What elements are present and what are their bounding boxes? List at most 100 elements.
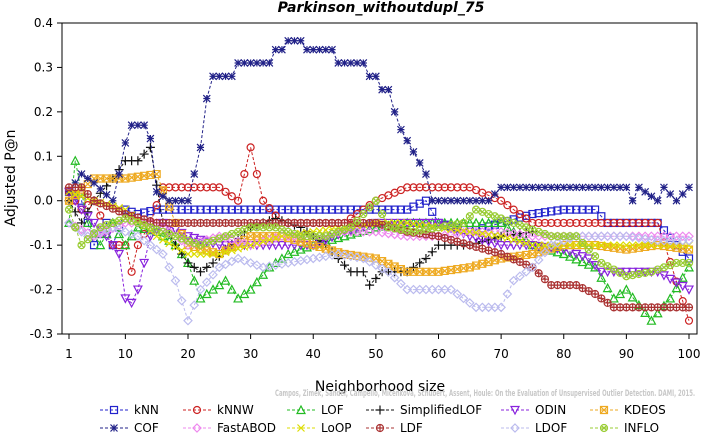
data-point	[459, 218, 468, 228]
data-point	[165, 196, 174, 205]
data-point	[408, 262, 418, 272]
data-point	[408, 218, 419, 229]
data-point	[214, 262, 225, 273]
data-point	[496, 302, 506, 313]
data-point	[215, 234, 224, 243]
data-point	[89, 196, 99, 205]
data-point	[239, 288, 250, 299]
data-point	[559, 205, 568, 214]
data-point	[77, 241, 86, 250]
data-point	[271, 45, 280, 54]
data-point	[622, 241, 631, 250]
data-point	[227, 205, 236, 214]
data-point	[259, 196, 268, 205]
data-point	[503, 252, 512, 261]
data-point	[278, 232, 286, 241]
data-point	[246, 59, 255, 67]
data-point	[396, 205, 406, 214]
data-point	[522, 214, 531, 223]
data-point	[566, 183, 574, 192]
data-point	[164, 262, 175, 273]
data-point	[358, 267, 368, 277]
data-point	[553, 218, 562, 228]
data-point	[684, 316, 694, 325]
data-point	[202, 205, 211, 214]
data-point	[227, 192, 236, 201]
data-point	[547, 183, 556, 192]
legend-marker	[109, 405, 119, 415]
data-point	[603, 262, 612, 271]
legend-marker	[510, 423, 520, 433]
data-point	[309, 205, 318, 214]
data-point	[415, 183, 424, 192]
data-point	[603, 241, 612, 250]
data-point	[540, 208, 550, 217]
data-point	[220, 275, 231, 285]
data-point	[583, 259, 594, 269]
data-point	[515, 183, 524, 192]
data-point	[171, 183, 180, 192]
data-point	[591, 183, 599, 192]
data-point	[483, 302, 494, 313]
data-point	[114, 249, 125, 260]
data-point	[540, 275, 550, 284]
data-point	[515, 271, 525, 282]
data-point	[108, 204, 117, 213]
data-point	[459, 183, 468, 192]
data-point	[490, 212, 499, 221]
data-point	[132, 222, 143, 232]
data-point	[446, 235, 456, 244]
data-point	[177, 234, 186, 243]
data-point	[478, 196, 487, 205]
data-point	[146, 134, 155, 143]
data-point	[82, 212, 93, 222]
data-point	[171, 242, 180, 251]
legend-label: FastABOD	[217, 421, 276, 434]
legend-item-ldof: LDOF	[501, 421, 567, 434]
legend-label: LDOF	[535, 421, 567, 434]
data-point	[227, 246, 236, 255]
data-point	[685, 183, 693, 192]
data-point	[671, 282, 682, 293]
data-point	[597, 241, 606, 250]
data-point	[615, 231, 625, 242]
data-point	[152, 180, 162, 190]
data-point	[183, 236, 193, 245]
data-point	[597, 258, 606, 268]
data-point	[616, 268, 625, 277]
x-axis-label: Neighborhood size	[315, 379, 445, 395]
data-point	[627, 292, 638, 302]
x-tick-label: 70	[493, 347, 508, 361]
data-point	[190, 238, 199, 248]
data-point	[415, 220, 424, 229]
data-point	[503, 216, 512, 225]
data-point	[584, 286, 593, 296]
chart-title: Parkinson_withoutdupl_75	[278, 0, 485, 16]
data-point	[627, 231, 638, 242]
data-point	[127, 267, 136, 276]
data-point	[108, 196, 117, 205]
data-point	[540, 247, 550, 258]
data-point	[553, 206, 562, 215]
data-point	[76, 226, 87, 237]
data-point	[333, 232, 344, 243]
data-point	[634, 218, 643, 228]
data-point	[602, 267, 613, 278]
data-point	[371, 72, 380, 81]
data-point	[215, 205, 224, 214]
data-point	[201, 288, 212, 299]
legend-item-knn: kNN	[100, 403, 159, 417]
data-point	[90, 179, 98, 187]
data-point	[83, 235, 92, 244]
data-point	[96, 199, 105, 208]
legend-item-fastabod: FastABOD	[183, 421, 276, 434]
data-point	[233, 293, 244, 303]
data-point	[497, 183, 506, 192]
data-point	[484, 246, 493, 255]
data-point	[83, 189, 92, 199]
series-layer	[64, 36, 694, 326]
data-point	[378, 220, 387, 229]
data-point	[364, 223, 375, 234]
data-point	[578, 218, 587, 228]
data-point	[602, 282, 613, 293]
